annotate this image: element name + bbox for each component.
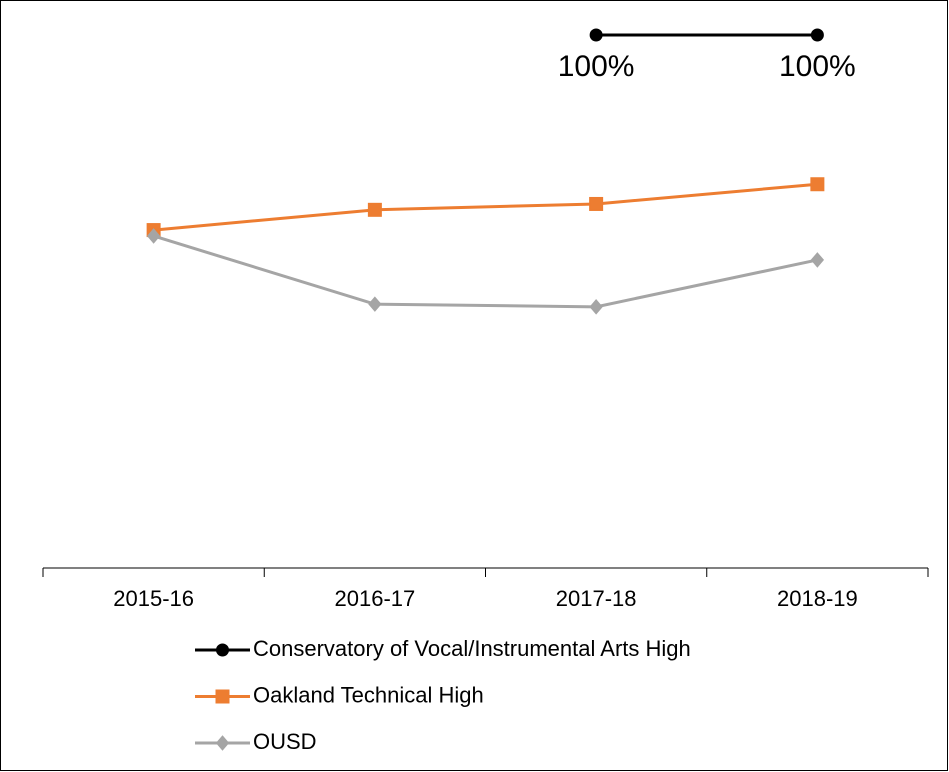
data-label: 100% (558, 50, 635, 83)
data-point (589, 28, 603, 42)
x-tick-label: 2016-17 (335, 586, 416, 611)
data-point (589, 196, 604, 211)
series-line (153, 182, 818, 232)
x-tick-label: 2015-16 (113, 586, 194, 611)
data-point (146, 228, 161, 244)
data-point (368, 296, 382, 312)
legend-label: Oakland Technical High (253, 682, 484, 707)
data-point (810, 177, 825, 192)
data-point (810, 28, 824, 42)
x-tick-label: 2018-19 (777, 586, 858, 611)
data-point (589, 299, 603, 315)
data-label: 100% (779, 50, 856, 83)
series-line (153, 234, 818, 309)
x-tick-label: 2017-18 (556, 586, 637, 611)
legend-label: OUSD (253, 729, 317, 754)
legend-label: Conservatory of Vocal/Instrumental Arts … (253, 636, 691, 661)
legend-marker (215, 689, 230, 704)
data-point (810, 252, 825, 268)
legend-marker (216, 643, 229, 657)
data-point (367, 202, 382, 217)
legend-marker (215, 735, 230, 751)
